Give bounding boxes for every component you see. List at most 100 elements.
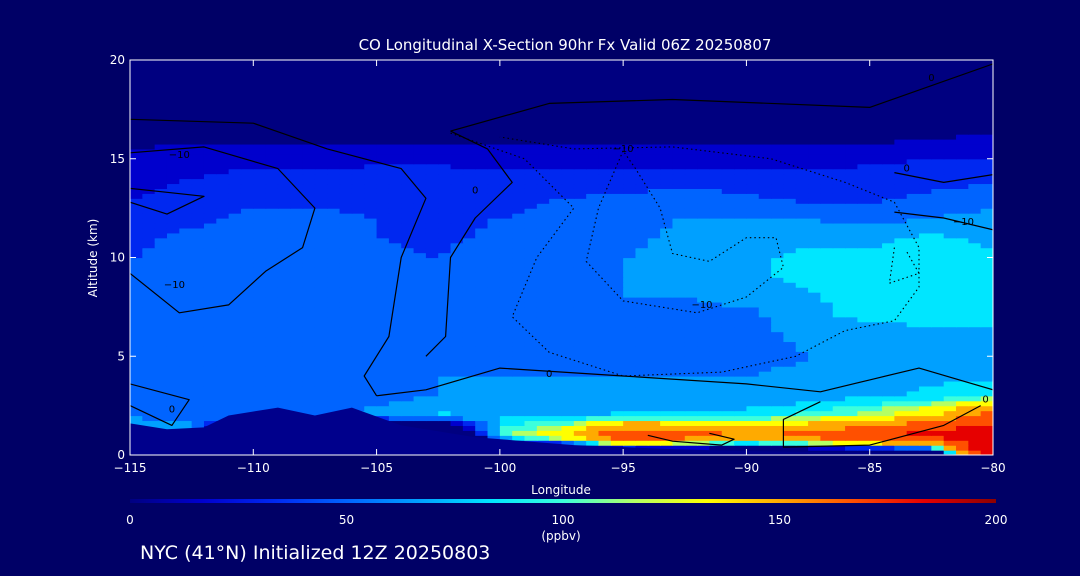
field-cell <box>462 129 476 135</box>
field-cell <box>598 203 612 209</box>
field-cell <box>438 222 452 229</box>
field-cell <box>845 277 858 283</box>
field-cell <box>302 346 316 352</box>
field-cell <box>327 277 341 283</box>
field-cell <box>832 188 846 194</box>
field-cell <box>475 183 489 189</box>
field-cell <box>610 173 624 180</box>
field-cell <box>980 257 993 264</box>
field-cell <box>647 242 661 249</box>
field-cell <box>610 336 624 343</box>
field-cell <box>561 425 575 431</box>
field-cell <box>253 371 267 377</box>
field-cell <box>573 119 587 125</box>
field-cell <box>265 134 279 140</box>
field-cell <box>697 346 711 352</box>
field-cell <box>549 331 563 338</box>
field-cell <box>401 183 415 189</box>
field-cell <box>154 203 168 209</box>
field-cell <box>672 400 686 407</box>
field-cell <box>660 173 674 180</box>
field-cell <box>130 183 143 189</box>
field-cell <box>956 450 969 455</box>
field-cell <box>561 361 575 367</box>
field-cell <box>943 173 957 180</box>
field-cell <box>623 301 637 308</box>
field-cell <box>179 143 193 150</box>
field-cell <box>450 277 464 283</box>
field-cell <box>795 376 809 382</box>
field-cell <box>536 257 550 264</box>
field-cell <box>598 277 612 283</box>
field-cell <box>919 163 932 170</box>
field-cell <box>771 227 785 234</box>
field-cell <box>931 430 945 436</box>
field-cell <box>413 346 427 352</box>
field-cell <box>388 168 402 175</box>
field-cell <box>388 415 402 422</box>
field-cell <box>524 356 538 362</box>
field-cell <box>203 297 217 303</box>
field-cell <box>413 109 427 115</box>
field-cell <box>462 336 476 343</box>
field-cell <box>672 321 686 328</box>
field-cell <box>388 242 402 249</box>
field-cell <box>672 435 686 441</box>
field-cell <box>758 237 772 244</box>
field-cell <box>413 292 427 298</box>
field-cell <box>376 99 390 106</box>
field-cell <box>302 371 316 377</box>
field-cell <box>894 420 908 426</box>
field-cell <box>314 104 328 110</box>
field-cell <box>253 361 267 367</box>
field-cell <box>943 351 957 357</box>
field-cell <box>684 415 698 422</box>
field-cell <box>339 232 353 239</box>
field-cell <box>647 257 661 264</box>
field-cell <box>820 109 834 115</box>
field-cell <box>376 356 390 362</box>
field-cell <box>746 277 760 283</box>
field-cell <box>302 301 316 308</box>
field-cell <box>339 361 353 367</box>
field-cell <box>783 440 797 446</box>
field-cell <box>832 178 846 185</box>
field-cell <box>771 420 785 426</box>
field-cell <box>919 292 932 298</box>
field-cell <box>154 336 168 343</box>
field-cell <box>475 208 489 214</box>
field-cell <box>512 390 526 397</box>
field-cell <box>240 346 254 352</box>
field-cell <box>302 282 316 288</box>
field-cell <box>882 371 895 377</box>
field-cell <box>598 415 612 422</box>
field-cell <box>746 272 760 278</box>
field-cell <box>746 262 760 268</box>
field-cell <box>647 306 661 313</box>
field-cell <box>869 277 883 283</box>
field-cell <box>228 198 242 204</box>
field-cell <box>549 158 563 165</box>
field-cell <box>364 252 378 259</box>
field-cell <box>610 341 624 347</box>
field-cell <box>179 425 193 431</box>
field-cell <box>746 376 760 382</box>
field-cell <box>573 361 587 367</box>
field-cell <box>549 366 563 372</box>
field-cell <box>906 405 920 412</box>
field-cell <box>142 109 156 115</box>
field-cell <box>734 371 748 377</box>
field-cell <box>203 356 217 362</box>
field-cell <box>388 257 402 264</box>
field-cell <box>684 153 698 160</box>
field-cell <box>808 410 821 417</box>
field-cell <box>623 222 637 229</box>
field-cell <box>450 257 464 264</box>
field-cell <box>660 356 674 362</box>
field-cell <box>253 178 267 185</box>
field-cell <box>166 267 180 273</box>
field-cell <box>216 129 230 135</box>
field-cell <box>832 213 846 219</box>
field-cell <box>919 410 932 417</box>
field-cell <box>894 445 908 451</box>
